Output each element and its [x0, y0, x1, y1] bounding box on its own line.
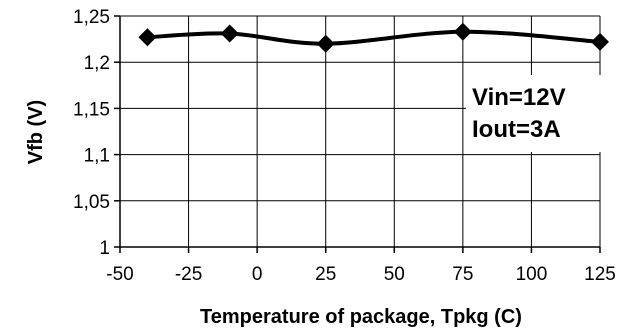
- tick-labels: 1 1,05 1,1 1,15 1,2 1,25 -50 -25 0 25 50 75 100 125: [73, 7, 616, 285]
- x-tick-label: -25: [175, 264, 202, 285]
- data-point-marker: [220, 24, 239, 43]
- annotation-vin: Vin=12V: [472, 84, 566, 111]
- x-axis-title: Temperature of package, Tpkg (C): [200, 306, 522, 328]
- data-point-marker: [591, 32, 609, 51]
- y-tick-label: 1: [99, 238, 110, 259]
- x-tick-label: 25: [315, 264, 336, 285]
- x-tick-label: 75: [452, 264, 473, 285]
- annotation-box: [466, 75, 606, 152]
- data-point-marker: [316, 34, 335, 53]
- x-tick-label: 125: [584, 264, 616, 285]
- x-tick-label: 0: [252, 264, 263, 285]
- data-point-marker: [453, 22, 472, 41]
- y-tick-label: 1,1: [84, 146, 110, 167]
- series: [138, 22, 609, 53]
- x-tick-label: -50: [106, 264, 133, 285]
- series-line: [145, 29, 602, 46]
- x-tick-label: 50: [384, 264, 405, 285]
- annotation-iout: Iout=3A: [472, 116, 561, 143]
- y-tick-label: 1,15: [73, 99, 110, 120]
- y-tick-label: 1,2: [84, 53, 110, 74]
- axes: [114, 15, 601, 253]
- x-tick-label: 100: [516, 264, 548, 285]
- y-tick-label: 1,05: [73, 192, 110, 213]
- y-tick-label: 1,25: [73, 7, 110, 28]
- y-axis-title: Vfb (V): [25, 100, 47, 164]
- data-point-marker: [138, 28, 157, 47]
